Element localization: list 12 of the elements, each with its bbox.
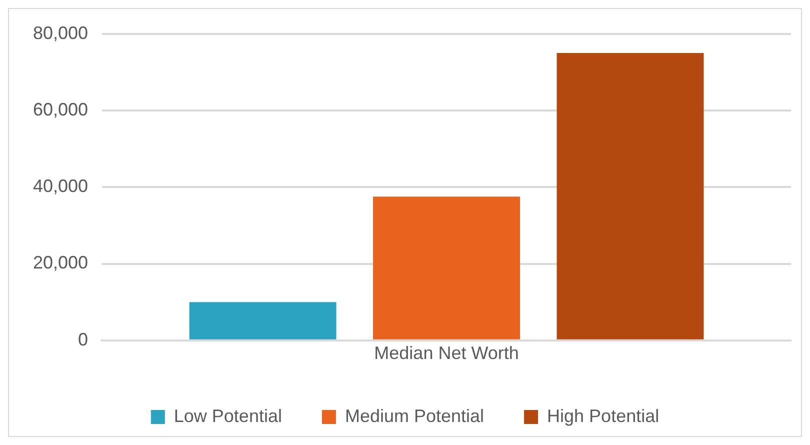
legend-label: Medium Potential (344, 406, 484, 426)
bar (373, 196, 520, 340)
y-tick-label: 40,000 (32, 176, 88, 196)
x-tick-label: Median Net Worth (374, 343, 519, 364)
y-tick-label: 20,000 (32, 252, 88, 273)
bar (189, 302, 336, 340)
bar (556, 52, 704, 340)
y-tick-label: 80,000 (32, 22, 88, 43)
y-tick-label: 60,000 (32, 99, 88, 120)
legend-label: High Potential (547, 406, 660, 426)
legend-label: Low Potential (174, 406, 282, 426)
y-tick-label: 0 (78, 329, 88, 350)
